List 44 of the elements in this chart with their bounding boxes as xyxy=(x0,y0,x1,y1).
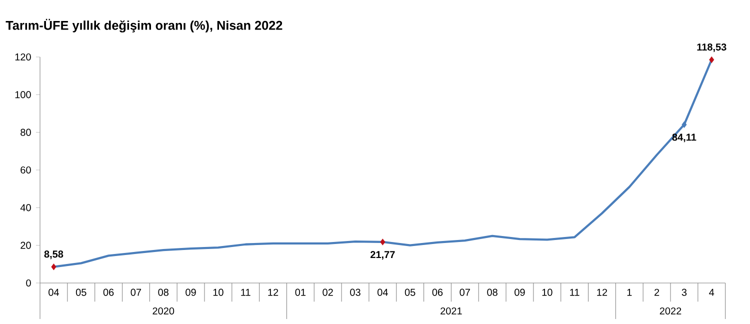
text: 2020 xyxy=(152,307,174,315)
text: 2021 xyxy=(440,307,462,315)
data-label: 8,58 xyxy=(44,250,64,260)
x-tick-label: 1 xyxy=(627,288,632,296)
chart-title: Tarım-ÜFE yıllık değişim oranı (%), Nisan 2022 xyxy=(6,18,282,32)
point xyxy=(682,121,687,128)
x-tick-label: 3 xyxy=(682,288,687,296)
x-tick-label: 08 xyxy=(487,288,498,296)
x-tick-label: 09 xyxy=(186,288,196,296)
x-tick-label: 4 xyxy=(709,288,714,296)
y-tick-label: 20 xyxy=(20,242,31,249)
x-tick-label: 10 xyxy=(542,288,552,296)
x-tick-label: 11 xyxy=(570,288,580,296)
x-tick-label: 2 xyxy=(654,288,660,296)
point xyxy=(709,56,714,63)
x-tick-label: 05 xyxy=(404,288,416,296)
x-tick-label: 01 xyxy=(295,288,306,296)
x-tick-label: 04 xyxy=(48,288,59,296)
x-tick-label: 05 xyxy=(76,288,86,296)
y-tick-label: 100 xyxy=(15,91,31,98)
y-tick-label: 60 xyxy=(20,166,31,174)
y-tick-label: 80 xyxy=(20,128,31,136)
x-tick-label: 02 xyxy=(322,288,333,296)
point xyxy=(380,238,386,246)
x-tick-label: 06 xyxy=(432,288,443,296)
data-label: 84,11 xyxy=(672,134,696,142)
point xyxy=(51,264,56,270)
x-tick-label: 04 xyxy=(378,288,388,296)
x-tick-label: 03 xyxy=(350,288,360,296)
y-tick-label: 0 xyxy=(26,279,31,287)
x-tick-label: 10 xyxy=(213,288,224,296)
x-tick-label: 06 xyxy=(103,288,114,296)
y-tick-label: 40 xyxy=(20,204,31,212)
data-label: 21,77 xyxy=(370,251,395,260)
x-tick-label: 07 xyxy=(460,288,470,296)
x-tick-label: 08 xyxy=(158,288,168,296)
x-tick-label: 12 xyxy=(597,288,608,296)
x-tick-label: 11 xyxy=(241,288,250,296)
x-tick-label: 12 xyxy=(268,288,278,296)
x-tick-label: 07 xyxy=(130,288,142,296)
data-label: 118,53 xyxy=(697,43,726,52)
x-tick-label: 09 xyxy=(514,288,525,296)
y-tick-label: 120 xyxy=(15,53,31,61)
text: 2022 xyxy=(660,307,682,315)
